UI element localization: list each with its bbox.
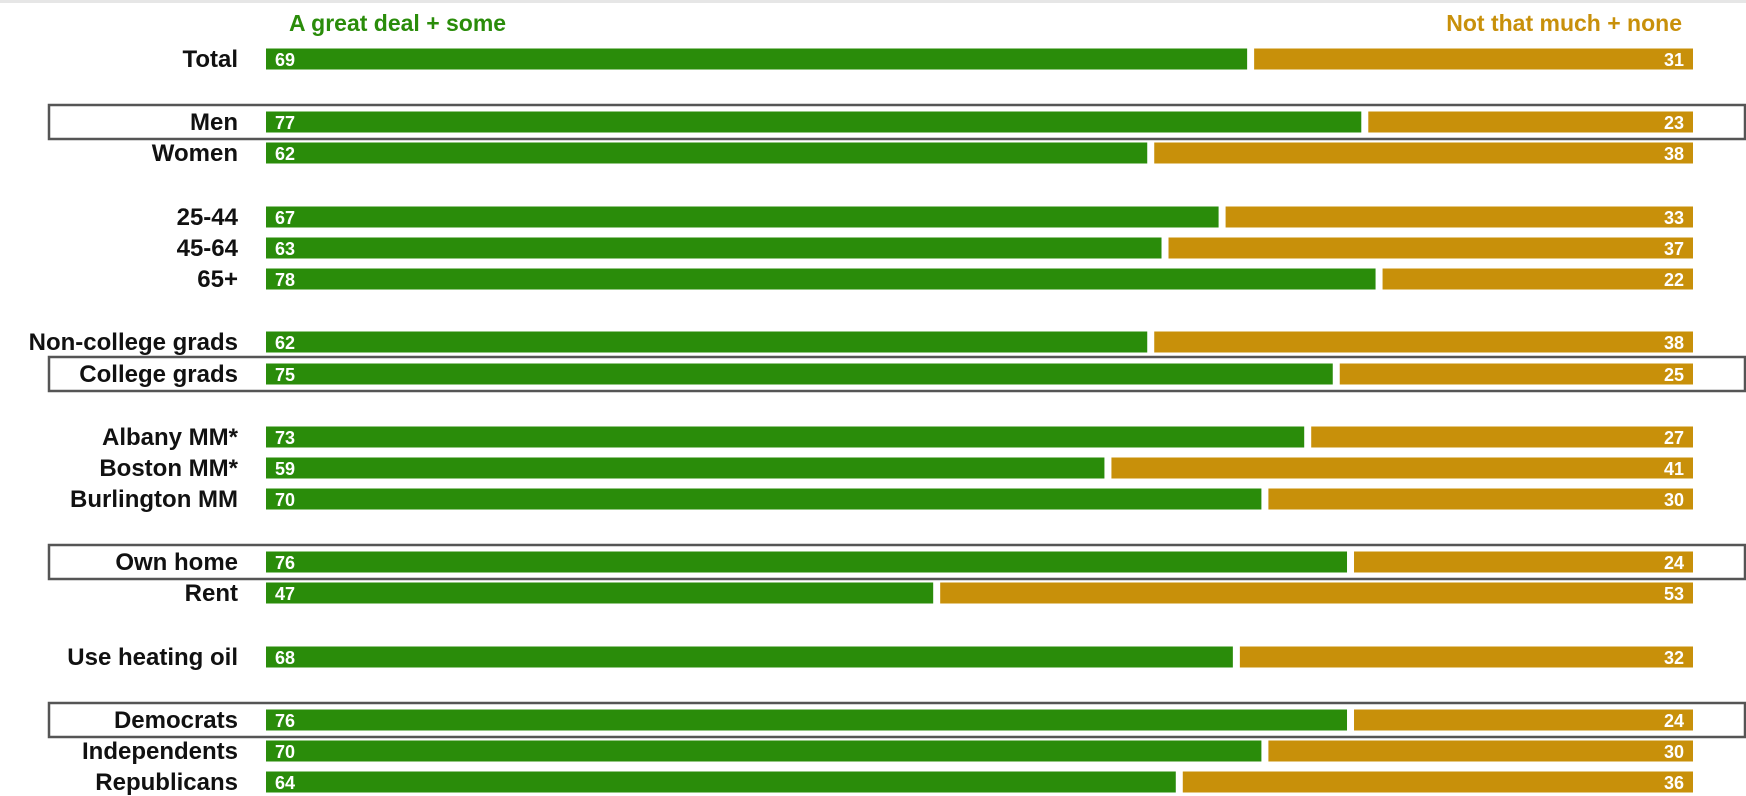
legend-negative-label: Not that much + none [1446, 10, 1682, 36]
bar-negative [1368, 111, 1693, 133]
category-label: Republicans [95, 769, 238, 796]
bar-positive [266, 709, 1348, 731]
bar-negative [1254, 48, 1693, 70]
value-label-positive: 73 [275, 428, 295, 448]
category-label: Men [190, 109, 238, 136]
bar-positive [266, 426, 1305, 448]
highlight-box [47, 543, 1746, 581]
value-label-negative: 30 [1664, 490, 1684, 510]
bar-negative [1154, 142, 1693, 164]
value-label-negative: 32 [1664, 648, 1684, 668]
bar-negative [1268, 740, 1693, 762]
bar-positive [266, 48, 1248, 70]
value-label-negative: 41 [1664, 459, 1684, 479]
value-label-positive: 70 [275, 742, 295, 762]
category-label: Rent [185, 580, 238, 607]
value-label-positive: 64 [275, 773, 295, 793]
category-label: Total [182, 46, 238, 73]
category-label: 25-44 [177, 204, 239, 231]
value-label-negative: 37 [1664, 239, 1684, 259]
category-label: 65+ [197, 266, 238, 293]
value-label-positive: 78 [275, 270, 295, 290]
value-label-positive: 75 [275, 365, 295, 385]
bar-positive [266, 206, 1219, 228]
value-label-positive: 70 [275, 490, 295, 510]
bar-positive [266, 457, 1105, 479]
legend-positive-label: A great deal + some [289, 10, 507, 36]
category-label: Use heating oil [67, 644, 238, 671]
value-label-positive: 68 [275, 648, 295, 668]
category-label: Women [152, 140, 238, 167]
bar-negative [1154, 331, 1693, 353]
value-label-negative: 30 [1664, 742, 1684, 762]
value-label-negative: 23 [1664, 113, 1684, 133]
category-label: Albany MM* [102, 424, 239, 451]
value-label-positive: 63 [275, 239, 295, 259]
category-label: Democrats [114, 707, 238, 734]
bar-positive [266, 771, 1176, 793]
value-label-negative: 33 [1664, 208, 1684, 228]
category-label: Boston MM* [99, 455, 238, 482]
highlight-box [47, 355, 1746, 393]
bar-negative [1168, 237, 1693, 259]
value-label-negative: 36 [1664, 773, 1684, 793]
bar-positive [266, 646, 1233, 668]
top-border [0, 0, 1746, 3]
value-label-negative: 25 [1664, 365, 1684, 385]
value-label-negative: 24 [1664, 711, 1684, 731]
value-label-positive: 67 [275, 208, 295, 228]
bar-positive [266, 111, 1362, 133]
value-label-positive: 62 [275, 333, 295, 353]
bar-positive [266, 363, 1333, 385]
bar-positive [266, 488, 1262, 510]
value-label-positive: 76 [275, 711, 295, 731]
bar-negative [1111, 457, 1693, 479]
bar-negative [1268, 488, 1693, 510]
bar-positive [266, 551, 1348, 573]
bar-negative [1225, 206, 1693, 228]
value-label-negative: 22 [1664, 270, 1684, 290]
value-label-negative: 27 [1664, 428, 1684, 448]
category-label: Independents [82, 738, 238, 765]
value-label-negative: 31 [1664, 50, 1684, 70]
category-label: Non-college grads [29, 329, 238, 356]
bar-negative [1382, 268, 1693, 290]
category-label: College grads [79, 361, 238, 388]
bar-negative [1182, 771, 1693, 793]
bar-negative [1239, 646, 1693, 668]
bar-negative [1354, 551, 1693, 573]
value-label-positive: 77 [275, 113, 295, 133]
value-label-positive: 62 [275, 144, 295, 164]
bar-positive [266, 268, 1376, 290]
category-label: 45-64 [177, 235, 239, 262]
highlight-box [47, 103, 1746, 141]
bar-negative [1354, 709, 1693, 731]
highlight-box [47, 701, 1746, 739]
value-label-negative: 38 [1664, 333, 1684, 353]
category-label: Burlington MM [70, 486, 238, 513]
bar-positive [266, 142, 1148, 164]
bar-positive [266, 237, 1162, 259]
value-label-positive: 69 [275, 50, 295, 70]
bar-negative [940, 582, 1693, 604]
value-label-negative: 24 [1664, 553, 1684, 573]
bar-negative [1311, 426, 1693, 448]
value-label-negative: 38 [1664, 144, 1684, 164]
bar-positive [266, 331, 1148, 353]
bar-positive [266, 582, 934, 604]
category-label: Own home [115, 549, 238, 576]
value-label-negative: 53 [1664, 584, 1684, 604]
bar-positive [266, 740, 1262, 762]
value-label-positive: 47 [275, 584, 295, 604]
value-label-positive: 59 [275, 459, 295, 479]
bar-negative [1339, 363, 1693, 385]
value-label-positive: 76 [275, 553, 295, 573]
